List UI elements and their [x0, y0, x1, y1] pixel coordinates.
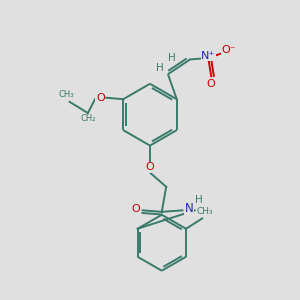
- Text: CH₂: CH₂: [81, 114, 96, 123]
- Text: O⁻: O⁻: [222, 45, 236, 55]
- Text: O: O: [146, 162, 154, 172]
- Text: N⁺: N⁺: [201, 51, 215, 61]
- Text: H: H: [195, 195, 203, 205]
- Text: H: H: [156, 63, 164, 73]
- Text: O: O: [132, 204, 140, 214]
- Text: CH₃: CH₃: [58, 90, 74, 99]
- Text: CH₃: CH₃: [196, 208, 213, 217]
- Text: O: O: [207, 80, 216, 89]
- Text: O: O: [96, 93, 105, 103]
- Text: N: N: [184, 202, 193, 215]
- Text: H: H: [168, 53, 175, 63]
